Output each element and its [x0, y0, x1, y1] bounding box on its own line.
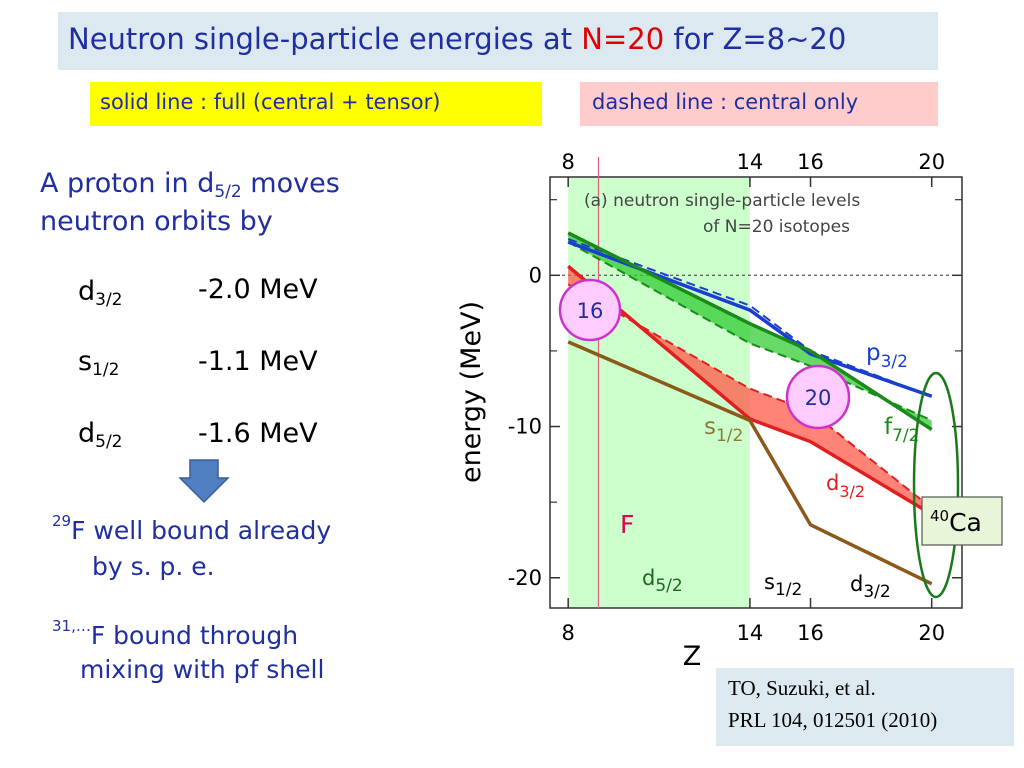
label-p32: p3/2 — [866, 340, 908, 372]
legend-solid-text: solid line : full (central + tensor) — [100, 90, 441, 114]
shift-value-d32: -2.0 MeV — [198, 274, 318, 305]
title-highlight: N=20 — [581, 22, 665, 56]
x-tick-label-20: 20 — [918, 621, 945, 645]
y-tick-label--10: -10 — [508, 415, 542, 439]
line-f72 — [567, 231, 933, 432]
note-29f-line1: 29F well bound already — [52, 512, 332, 545]
intro-line-2: neutron orbits by — [40, 206, 273, 237]
inset-subtitle: of N=20 isotopes — [703, 217, 850, 237]
shift-value-d52: -1.6 MeV — [198, 418, 318, 449]
y-tick-label--20: -20 — [508, 566, 542, 590]
x-top-tick-label-20: 20 — [918, 150, 945, 174]
intro-text-a: A proton in d — [40, 168, 215, 199]
dashed-f72 — [567, 241, 933, 422]
line-s12 — [567, 340, 933, 586]
x-top-tick-label-8: 8 — [561, 150, 574, 174]
intro-text-b: moves — [241, 168, 340, 199]
bottom-d52: d5/2 — [642, 566, 683, 596]
fill-f72 — [568, 232, 932, 430]
ca-ellipse — [912, 371, 960, 599]
down-arrow-icon — [178, 459, 230, 504]
note-31f-line2: mixing with pf shell — [80, 655, 325, 684]
ca-label: 40Ca — [930, 507, 982, 537]
circle-16-label: 16 — [577, 299, 604, 323]
intro-sub: 5/2 — [214, 182, 242, 202]
shift-fills — [568, 232, 932, 515]
fluorine-label: F — [620, 510, 634, 539]
circle-20-label: 20 — [805, 386, 832, 410]
circle-20 — [785, 364, 851, 430]
x-top-tick-label-16: 16 — [797, 150, 824, 174]
reference-line-1: TO, Suzuki, et al. — [728, 676, 876, 700]
note-29f-line2: by s. p. e. — [92, 552, 215, 581]
y-axis-label: energy (MeV) — [456, 301, 487, 483]
dashed-p32 — [567, 238, 933, 398]
shift-orbit-s12: s1/2 — [78, 346, 120, 380]
intro-line-1: A proton in d5/2 moves — [40, 168, 340, 202]
note-31f-line1: 31,…F bound through — [52, 617, 299, 650]
label-d32: d3/2 — [826, 471, 865, 501]
plot-frame — [549, 176, 963, 609]
line-d32 — [567, 264, 933, 516]
circle-16 — [558, 278, 622, 342]
y-tick-label-0: 0 — [529, 263, 542, 287]
legend-dashed-text: dashed line : central only — [592, 90, 859, 114]
x-axis-label: Z — [683, 641, 702, 672]
axis-ticks: 8 8 14 14 16 16 20 20 0 -10 -20 — [508, 150, 962, 645]
shift-orbit-d32: d3/2 — [78, 276, 123, 310]
bottom-s12: s1/2 — [764, 570, 802, 600]
ca-box — [921, 496, 1003, 546]
shift-value-s12: -1.1 MeV — [198, 346, 318, 377]
series-lines — [567, 231, 933, 586]
fill-d32 — [568, 266, 932, 515]
inset-title: (a) neutron single-particle levels — [584, 191, 860, 211]
reference-line-2: PRL 104, 012501 (2010) — [728, 708, 938, 732]
x-top-tick-label-14: 14 — [737, 150, 764, 174]
slide-title: Neutron single-particle energies at N=20… — [68, 22, 846, 56]
dashed-d32 — [567, 283, 933, 509]
title-suffix: for Z=8~20 — [664, 22, 847, 56]
x-tick-label-8: 8 — [561, 621, 574, 645]
x-tick-label-16: 16 — [797, 621, 824, 645]
reference-box — [716, 668, 1014, 746]
x-tick-label-14: 14 — [737, 621, 764, 645]
title-box — [58, 12, 938, 70]
label-f72: f7/2 — [884, 414, 919, 446]
legend-dashed-box: dashed line : central only — [580, 82, 938, 126]
shift-orbit-d52: d5/2 — [78, 418, 123, 452]
title-prefix: Neutron single-particle energies at — [68, 22, 582, 56]
line-p32 — [567, 240, 933, 398]
label-s12: s1/2 — [704, 414, 743, 446]
legend-solid-box: solid line : full (central + tensor) — [90, 82, 542, 126]
bottom-d32: d3/2 — [850, 572, 891, 602]
